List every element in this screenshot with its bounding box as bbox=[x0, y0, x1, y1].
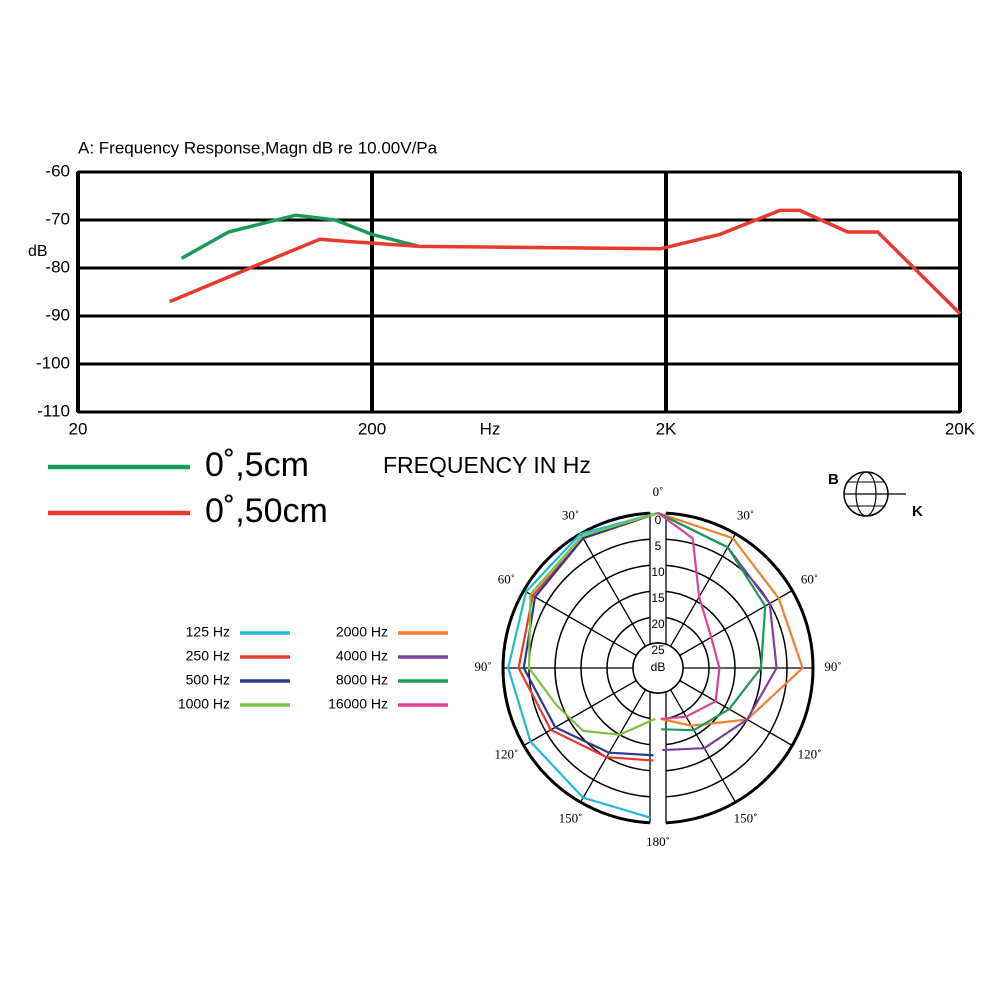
spoke bbox=[679, 589, 793, 657]
polar-curve bbox=[507, 511, 659, 819]
legend-label: 4000 Hz bbox=[336, 648, 388, 664]
gap-strip bbox=[650, 510, 666, 642]
angle-label: 30˚ bbox=[562, 507, 579, 522]
x-tick-label: 200 bbox=[358, 419, 386, 438]
angle-label: 0˚ bbox=[653, 484, 664, 499]
angle-label: 60˚ bbox=[801, 571, 818, 586]
y-tick-label: -80 bbox=[45, 257, 70, 276]
legend-label: 125 Hz bbox=[186, 624, 230, 640]
spoke bbox=[669, 689, 737, 803]
polar-curve bbox=[522, 511, 659, 757]
x-unit-label: Hz bbox=[480, 419, 501, 438]
polar-curve bbox=[527, 511, 659, 736]
r-tick-label: 20 bbox=[651, 617, 665, 631]
legend-label: 250 Hz bbox=[186, 648, 230, 664]
legend-label: 2000 Hz bbox=[336, 624, 388, 640]
r-tick-label: 15 bbox=[651, 591, 665, 605]
r-tick-label: 10 bbox=[651, 565, 665, 579]
r-tick-label: 0 bbox=[655, 513, 662, 527]
series-line bbox=[168, 208, 962, 315]
angle-label: 90˚ bbox=[824, 659, 841, 674]
spoke bbox=[669, 533, 737, 647]
center-disc bbox=[632, 642, 684, 694]
chart-title: A: Frequency Response,Magn dB re 10.00V/… bbox=[78, 138, 438, 157]
angle-label: 90˚ bbox=[474, 659, 491, 674]
spoke bbox=[523, 589, 637, 657]
x-tick-label: 20K bbox=[945, 419, 976, 438]
angle-label: 30˚ bbox=[737, 507, 754, 522]
logo-text: B bbox=[828, 471, 839, 488]
angle-label: 60˚ bbox=[498, 571, 515, 586]
plot-frame bbox=[77, 171, 961, 413]
r-unit-label: dB bbox=[651, 660, 666, 674]
spoke bbox=[523, 679, 637, 747]
x-tick-label: 20 bbox=[69, 419, 88, 438]
y-tick-label: -60 bbox=[45, 161, 70, 180]
r-tick-label: 5 bbox=[655, 539, 662, 553]
angle-label: 150˚ bbox=[734, 811, 758, 826]
polar-curve bbox=[657, 512, 721, 721]
x-axis-label: FREQUENCY IN Hz bbox=[383, 452, 591, 478]
series-line bbox=[180, 213, 420, 260]
spoke bbox=[679, 679, 793, 747]
x-tick-label: 2K bbox=[656, 419, 677, 438]
legend-label: 16000 Hz bbox=[328, 696, 388, 712]
y-axis-label: dB bbox=[28, 243, 48, 260]
r-tick-label: 25 bbox=[651, 643, 665, 657]
logo: B K bbox=[828, 471, 923, 520]
legend-label: 1000 Hz bbox=[178, 696, 230, 712]
logo-text: K bbox=[912, 503, 923, 520]
spoke bbox=[579, 689, 647, 803]
angle-label: 120˚ bbox=[798, 746, 822, 761]
legend-label: 500 Hz bbox=[186, 672, 230, 688]
polar-curve bbox=[657, 511, 804, 727]
angle-label: 180˚ bbox=[646, 834, 670, 849]
spoke bbox=[579, 533, 647, 647]
legend-label: 0˚,50cm bbox=[205, 492, 328, 530]
y-tick-label: -90 bbox=[45, 305, 70, 324]
angle-label: 120˚ bbox=[495, 746, 519, 761]
y-tick-label: -100 bbox=[36, 353, 70, 372]
y-tick-label: -70 bbox=[45, 209, 70, 228]
legend-label: 8000 Hz bbox=[336, 672, 388, 688]
legend-label: 0˚,5cm bbox=[205, 446, 309, 484]
angle-label: 150˚ bbox=[559, 811, 583, 826]
polar-curve bbox=[657, 512, 767, 732]
gap-strip bbox=[650, 694, 666, 826]
y-tick-label: -110 bbox=[37, 401, 70, 420]
